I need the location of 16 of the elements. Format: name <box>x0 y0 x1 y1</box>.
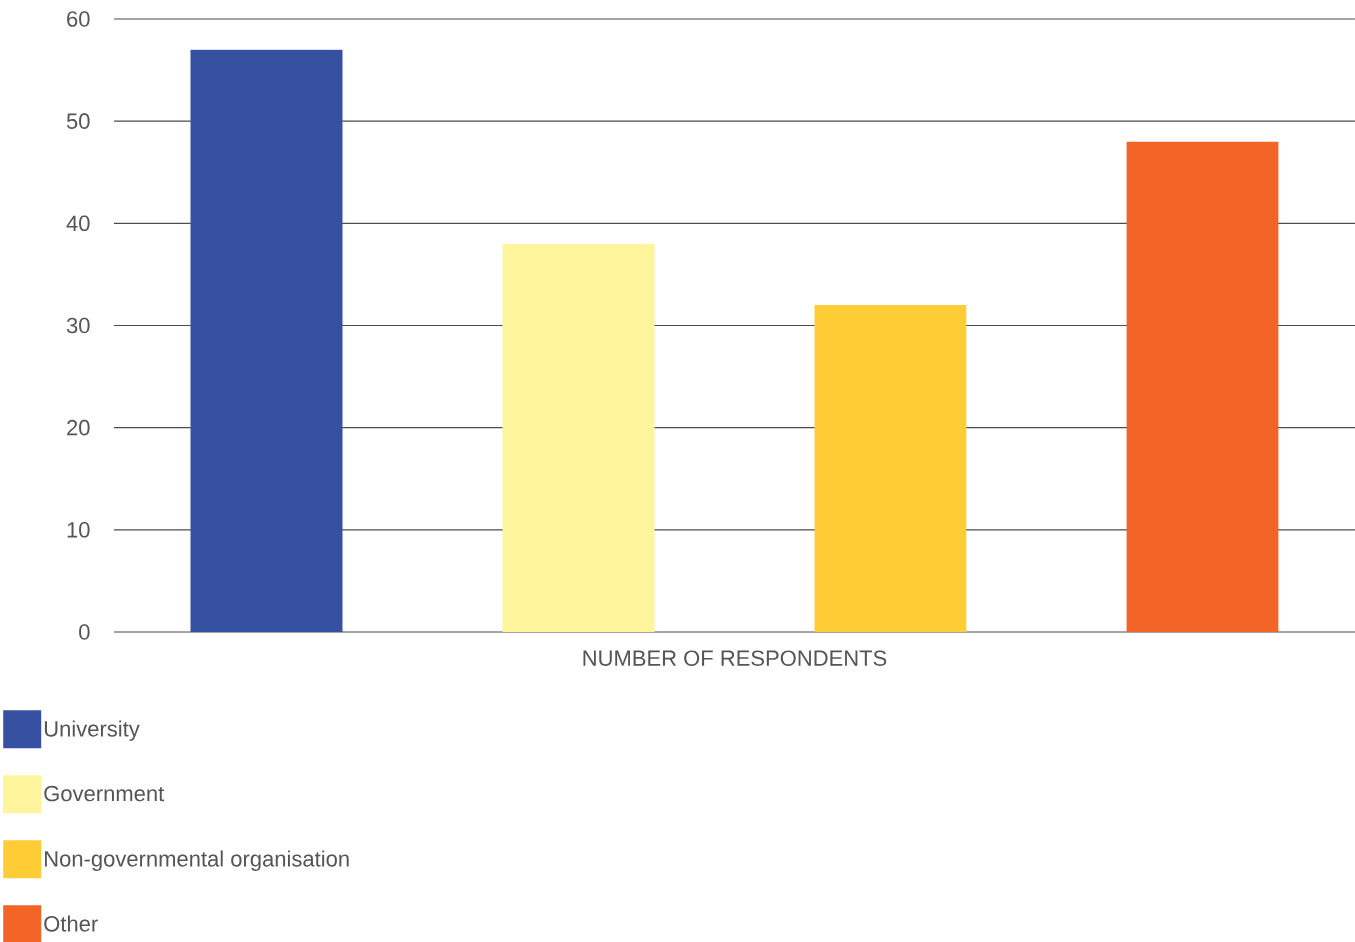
legend-label: Government <box>44 785 165 802</box>
y-tick-label: 60 <box>67 11 90 27</box>
y-tick-label: 10 <box>67 522 90 538</box>
bar <box>190 49 343 632</box>
bar <box>814 305 967 632</box>
legend-label: Non-governmental organisation <box>45 850 349 871</box>
legend-label: Other <box>44 915 98 932</box>
y-tick-label: 50 <box>66 113 90 129</box>
y-tick-label: 30 <box>66 317 90 334</box>
legend-label: University <box>44 720 140 741</box>
y-tick-label: 20 <box>67 419 90 436</box>
bar <box>1126 141 1279 632</box>
y-tick-label: 0 <box>79 624 90 640</box>
y-tick-label: 40 <box>66 215 90 232</box>
x-axis-title: NUMBER OF RESPONDENTS <box>583 650 887 666</box>
bar <box>502 243 655 632</box>
